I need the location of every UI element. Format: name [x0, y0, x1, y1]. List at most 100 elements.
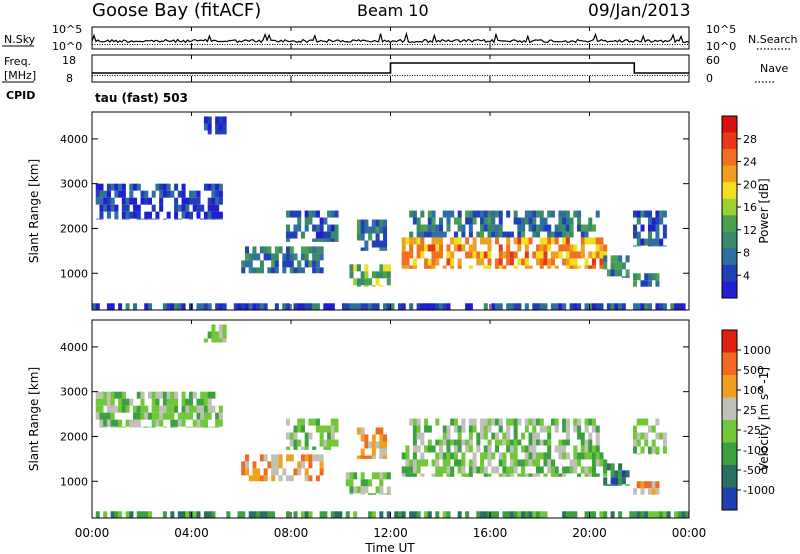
velocity-cell — [633, 488, 638, 495]
velocity-cell — [480, 459, 485, 467]
power-colorbar-segment — [722, 281, 737, 299]
power-cell — [498, 258, 503, 266]
power-cell — [207, 183, 212, 191]
power-cell — [521, 217, 526, 225]
power-cell — [457, 217, 462, 225]
power-cell — [547, 210, 552, 218]
power-cell — [476, 251, 481, 259]
velocity-cell — [263, 454, 268, 462]
velocity-cell — [636, 453, 641, 455]
power-cell — [99, 197, 104, 205]
time-axis: 00:00 04:00 08:00 12:00 16:00 20:00 00:00 — [75, 27, 706, 540]
velocity-cell — [506, 473, 511, 477]
velocity-cell — [99, 391, 104, 399]
velocity-cell — [203, 426, 208, 428]
velocity-cell — [468, 432, 473, 440]
power-cell — [327, 224, 332, 232]
velocity-cell — [468, 459, 473, 467]
power-cell — [155, 211, 160, 219]
power-cell — [465, 251, 470, 259]
power-cell — [677, 303, 682, 310]
velocity-cell — [371, 511, 376, 518]
velocity-cell — [192, 419, 197, 427]
velocity-cell — [330, 418, 335, 426]
power-cell — [140, 190, 145, 198]
velocity-cell — [383, 434, 388, 442]
power-cell — [304, 246, 309, 254]
velocity-cell — [606, 484, 611, 486]
velocity-cell — [383, 493, 388, 495]
power-cell — [207, 218, 212, 220]
velocity-cell — [532, 445, 537, 453]
velocity-cell — [360, 448, 365, 456]
power-cell — [99, 183, 104, 191]
power-cell — [412, 258, 417, 266]
velocity-cell — [636, 481, 641, 489]
velocity-cell — [401, 511, 406, 518]
power-cell — [312, 253, 317, 261]
velocity-cell — [584, 425, 589, 433]
power-cell — [371, 219, 376, 227]
power-cell — [655, 210, 660, 218]
power-cell — [259, 267, 264, 274]
velocity-cell — [121, 405, 126, 413]
velocity-cell — [170, 391, 175, 399]
velocity-cell — [588, 445, 593, 453]
power-cell — [468, 251, 473, 259]
power-cell — [207, 303, 212, 310]
velocity-cell — [427, 439, 432, 446]
velocity-cell — [252, 461, 257, 469]
velocity-cell — [241, 468, 246, 476]
velocity-cell — [468, 466, 473, 474]
power-cell — [159, 204, 164, 212]
velocity-cell — [655, 432, 660, 440]
velocity-cell — [379, 448, 384, 456]
velocity-cell — [323, 511, 328, 518]
power-cell — [159, 197, 164, 205]
power-cell — [166, 183, 171, 191]
velocity-cell — [588, 466, 593, 474]
velocity-cell — [147, 391, 152, 399]
power-cell — [192, 204, 197, 212]
velocity-cell — [293, 425, 298, 433]
power-cell — [424, 265, 429, 269]
power-cell — [185, 211, 190, 219]
power-cell — [144, 190, 149, 198]
velocity-cell — [494, 466, 500, 474]
power-cell — [375, 240, 380, 248]
power-cell — [181, 183, 186, 191]
velocity-cell — [577, 452, 582, 460]
power-cell — [118, 183, 123, 191]
power-cell — [371, 285, 376, 287]
velocity-cell — [200, 391, 205, 399]
power-cell — [506, 244, 511, 252]
power-cell — [379, 226, 384, 234]
power-cell — [465, 217, 470, 225]
velocity-cell — [177, 412, 182, 420]
velocity-cell — [274, 461, 279, 469]
velocity-cell — [110, 405, 115, 413]
power-cell — [401, 258, 406, 266]
power-cell — [196, 303, 201, 310]
velocity-cell — [203, 391, 208, 399]
power-cell — [584, 265, 589, 269]
power-cell — [577, 210, 582, 218]
power-cell — [640, 238, 645, 246]
power-cell — [203, 183, 208, 191]
power-cell — [584, 303, 589, 310]
velocity-cell — [539, 418, 544, 426]
power-cell — [129, 183, 134, 191]
power-cell — [625, 269, 630, 277]
velocity-cell — [468, 425, 473, 433]
velocity-cell — [580, 452, 585, 460]
velocity-cell — [375, 472, 380, 480]
power-cell — [297, 260, 302, 268]
velocity-cell — [539, 511, 544, 518]
power-cell — [356, 219, 361, 227]
power-cell — [174, 218, 179, 220]
power-cell — [591, 237, 597, 245]
power-cell — [465, 237, 470, 245]
power-cell — [297, 217, 302, 225]
